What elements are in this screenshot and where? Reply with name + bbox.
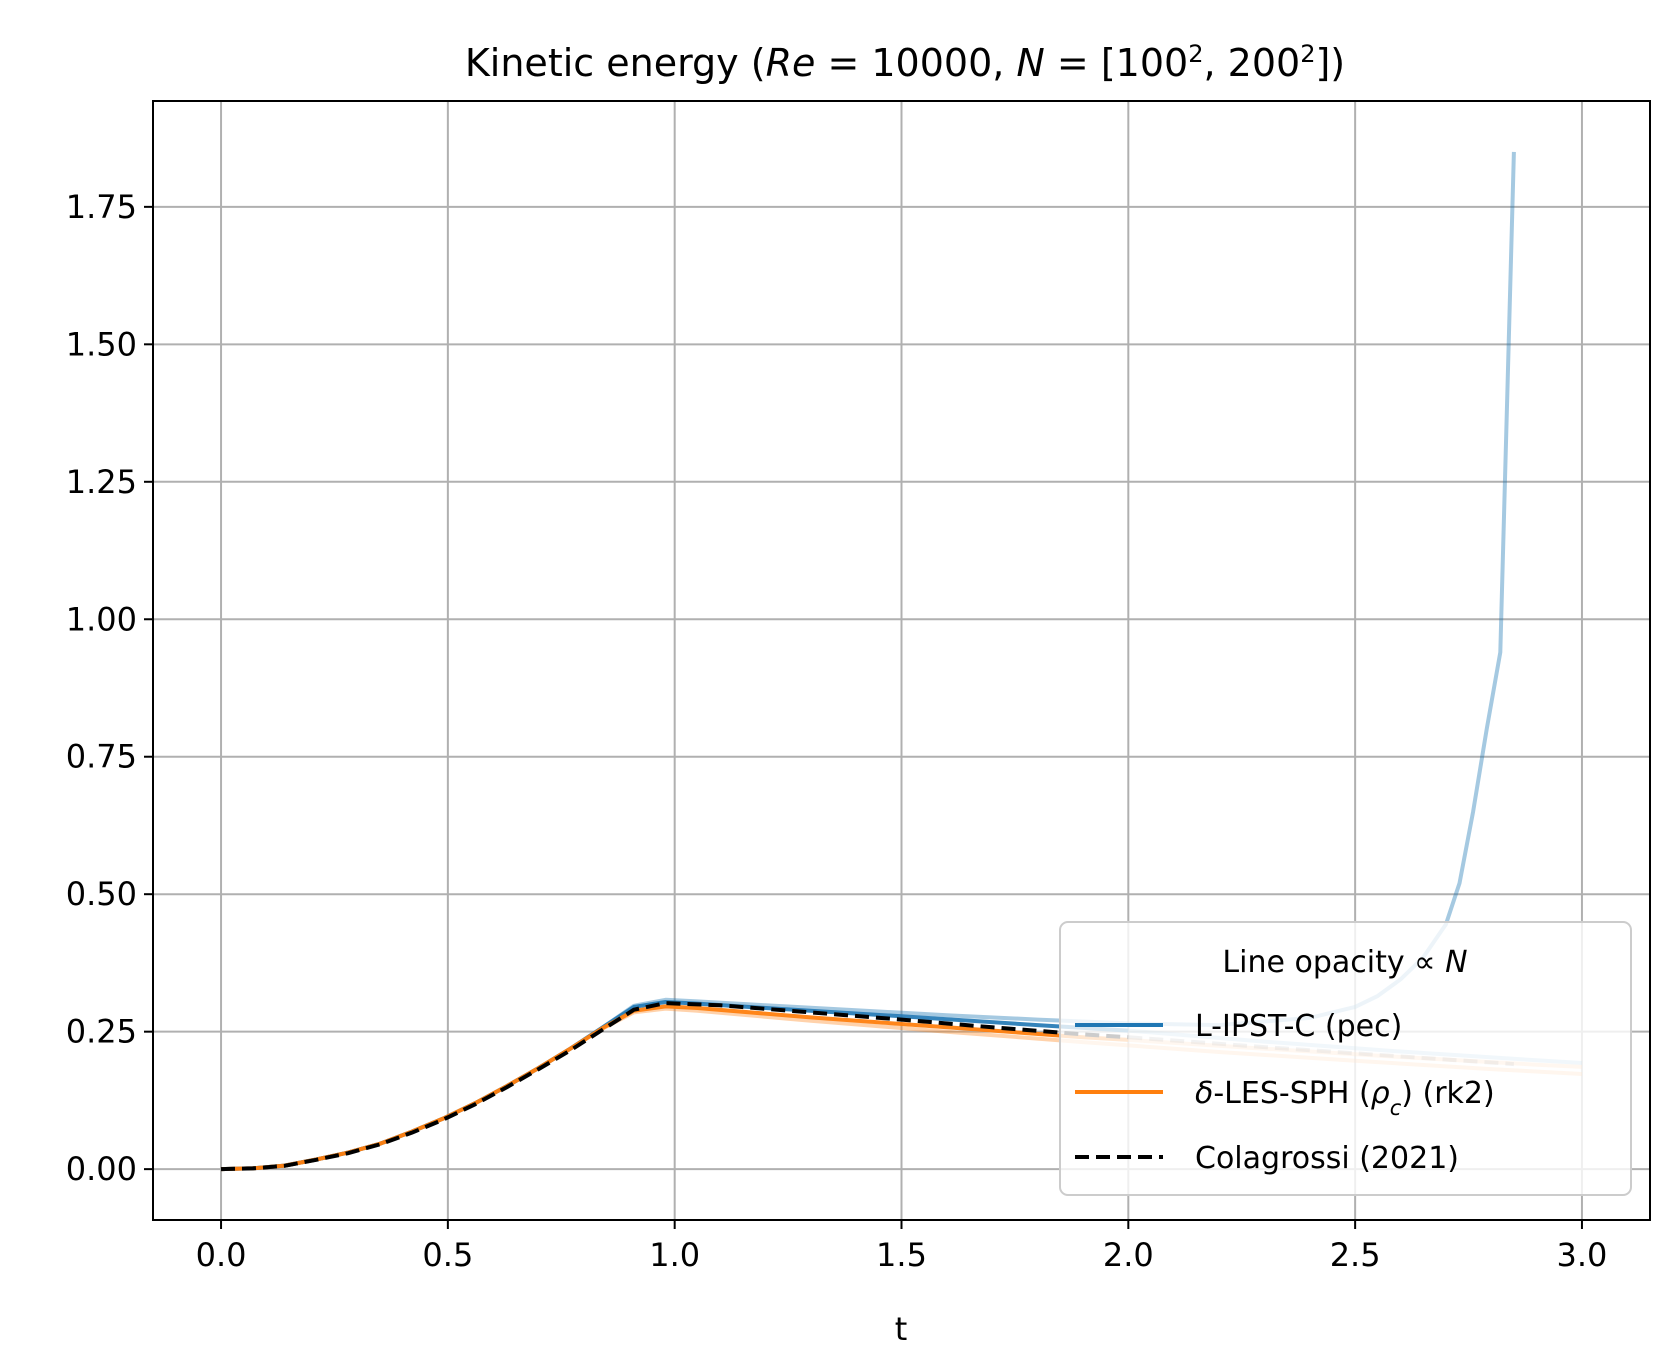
legend-label-delta: δ-LES-SPH (ρc) (rk2) [1195,1076,1495,1120]
y-tick-label: 0.50 [66,875,137,913]
y-tick-label: 1.00 [66,600,137,638]
y-tick-label: 0.00 [66,1150,137,1188]
legend-label-ipst: L-IPST-C (pec) [1195,1009,1402,1044]
legend: Line opacity ∝ N L-IPST-C (pec) δ-LES-SP… [1059,921,1632,1196]
y-tick-label: 1.25 [66,463,137,501]
axis-ticks: 0.0 0.5 1.0 1.5 2.0 2.5 3.0 0.00 0.25 0.50 0.75 1.0… [66,188,1608,1274]
legend-label-colagrossi: Colagrossi (2021) [1195,1141,1459,1176]
x-tick-label: 2.0 [1103,1236,1154,1274]
y-tick-label: 1.75 [66,188,137,226]
y-tick-label: 0.25 [66,1013,137,1051]
y-tick-label: 0.75 [66,738,137,776]
legend-title: Line opacity ∝ N [1222,945,1467,980]
series-line-colagrossi [220,1001,1129,1172]
x-tick-label: 3.0 [1557,1236,1608,1274]
x-tick-label: 1.0 [649,1236,700,1274]
legend-box [1059,921,1632,1196]
x-tick-label: 0.5 [422,1236,473,1274]
grid-lines [153,101,1650,1220]
x-tick-label: 0.0 [196,1236,247,1274]
y-tick-label: 1.50 [66,325,137,363]
x-tick-label: 2.5 [1330,1236,1381,1274]
x-tick-label: 1.5 [876,1236,927,1274]
x-axis-label: t [895,1310,908,1348]
chart-title: Kinetic energy (Re = 10000, N = [1002, 2… [465,40,1345,85]
